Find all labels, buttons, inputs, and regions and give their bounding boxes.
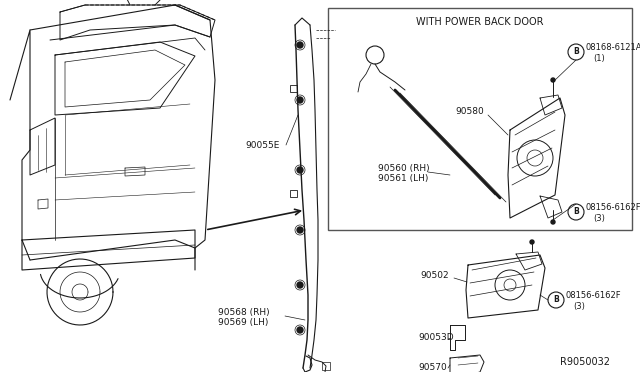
Text: (3): (3) [593,214,605,222]
Text: B: B [553,295,559,305]
Text: 90570: 90570 [418,363,447,372]
Circle shape [297,282,303,288]
Circle shape [530,240,534,244]
Bar [290,190,297,197]
Text: 08156-6162F: 08156-6162F [565,292,621,301]
Text: 90560 (RH): 90560 (RH) [378,164,429,173]
Text: 90502: 90502 [420,270,449,279]
Text: (1): (1) [593,54,605,62]
Circle shape [551,78,555,82]
Text: R9050032: R9050032 [560,357,610,367]
Circle shape [297,42,303,48]
Circle shape [297,97,303,103]
Bar [328,8,632,230]
Text: 08156-6162F: 08156-6162F [585,203,640,212]
Text: 90569 (LH): 90569 (LH) [218,318,268,327]
Text: 90053D: 90053D [418,334,454,343]
Text: 90561 (LH): 90561 (LH) [378,173,428,183]
Text: WITH POWER BACK DOOR: WITH POWER BACK DOOR [416,17,544,27]
Circle shape [551,220,555,224]
Text: (3): (3) [573,301,585,311]
Circle shape [297,227,303,233]
Bar [290,85,297,92]
Text: 90580: 90580 [455,108,484,116]
Circle shape [297,327,303,333]
Text: B: B [573,208,579,217]
Circle shape [297,167,303,173]
Text: B: B [573,48,579,57]
Text: 08168-6121A: 08168-6121A [585,44,640,52]
Text: 90568 (RH): 90568 (RH) [218,308,269,317]
Text: 90055E: 90055E [245,141,280,150]
